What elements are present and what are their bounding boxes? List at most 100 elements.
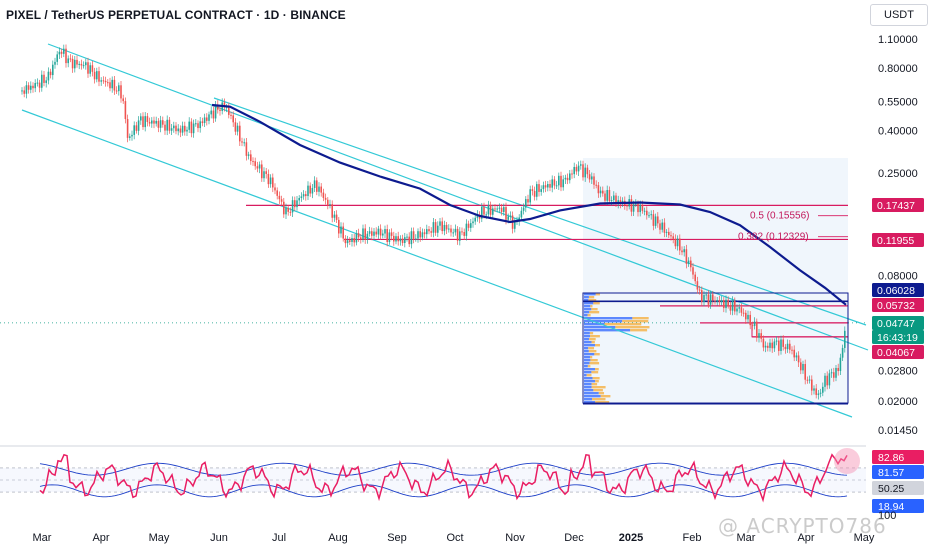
candle-body bbox=[595, 184, 597, 186]
candle-body bbox=[487, 205, 490, 215]
candle-body bbox=[481, 206, 483, 219]
candle-body bbox=[322, 192, 325, 198]
candle-body bbox=[188, 121, 190, 130]
candle-body bbox=[643, 210, 646, 212]
candle-body bbox=[698, 289, 701, 291]
candle-body bbox=[366, 233, 369, 240]
profile-bar-up bbox=[584, 308, 592, 311]
profile-bar-up bbox=[584, 392, 599, 395]
candle-body bbox=[806, 379, 809, 381]
candle-body bbox=[208, 114, 210, 121]
candle-body bbox=[184, 125, 186, 132]
price-tag-label: 16:43:19 bbox=[877, 332, 918, 344]
candle-body bbox=[329, 204, 331, 206]
time-tick-label: Mar bbox=[737, 532, 756, 544]
profile-bar-up bbox=[584, 338, 590, 341]
profile-bar-up bbox=[584, 368, 596, 371]
channel-line-2 bbox=[47, 43, 869, 351]
candle-body bbox=[553, 179, 556, 186]
candle-body bbox=[333, 214, 336, 218]
candle-body bbox=[423, 232, 426, 235]
candle-body bbox=[58, 51, 61, 55]
candle-body bbox=[395, 236, 397, 242]
profile-bar-up bbox=[584, 299, 589, 302]
candle-body bbox=[577, 165, 580, 172]
candle-body bbox=[397, 236, 399, 242]
candle-body bbox=[38, 82, 41, 88]
profile-bar-down bbox=[588, 350, 597, 353]
currency-selector[interactable]: USDT bbox=[870, 4, 928, 26]
price-tick-label: 0.08000 bbox=[878, 271, 918, 283]
candle-body bbox=[404, 237, 406, 244]
price-tag bbox=[872, 345, 924, 359]
candle-body bbox=[265, 171, 267, 174]
candle-body bbox=[408, 236, 410, 245]
candle-body bbox=[32, 85, 34, 89]
candle-body bbox=[608, 189, 611, 201]
candle-body bbox=[426, 229, 428, 235]
profile-bar-up bbox=[584, 344, 596, 347]
candle-body bbox=[63, 48, 65, 54]
candle-body bbox=[342, 226, 344, 239]
candle-body bbox=[289, 211, 292, 213]
candle-body bbox=[65, 48, 67, 64]
candle-body bbox=[269, 177, 272, 185]
candle-body bbox=[104, 80, 107, 83]
candle-body bbox=[164, 124, 166, 131]
candle-body bbox=[668, 231, 670, 236]
candle-body bbox=[155, 120, 157, 124]
candle-body bbox=[692, 267, 694, 275]
candle-body bbox=[300, 196, 303, 199]
candle-body bbox=[25, 85, 28, 94]
candle-body bbox=[822, 386, 824, 393]
time-tick-label: Nov bbox=[505, 532, 525, 544]
candle-body bbox=[230, 114, 232, 116]
candle-body bbox=[683, 249, 685, 253]
time-axis[interactable]: Mar Apr May Jun Jul Aug Sep Oct Nov Dec 2025 Feb Mar… bbox=[33, 532, 875, 544]
profile-bar-up bbox=[584, 389, 594, 392]
candle-body bbox=[225, 107, 228, 109]
profile-bar-down bbox=[588, 299, 597, 302]
candle-body bbox=[159, 120, 162, 128]
candle-body bbox=[632, 204, 635, 212]
profile-bar-up bbox=[584, 329, 631, 332]
candle-body bbox=[509, 215, 512, 217]
profile-bar-down bbox=[595, 368, 599, 371]
candle-body bbox=[122, 98, 124, 102]
profile-bar-down bbox=[592, 377, 600, 380]
candle-body bbox=[496, 208, 498, 210]
candle-body bbox=[124, 101, 127, 120]
candle-body bbox=[67, 58, 69, 64]
chart-title: PIXEL / TetherUS PERPETUAL CONTRACT · 1D… bbox=[6, 8, 346, 22]
candle-body bbox=[734, 300, 736, 312]
candle-body bbox=[582, 164, 584, 178]
price-tick-label: 0.01450 bbox=[878, 425, 918, 437]
candle-body bbox=[199, 121, 201, 129]
candle-body bbox=[571, 173, 573, 175]
candle-body bbox=[153, 120, 155, 124]
candle-body bbox=[635, 203, 637, 205]
profile-bar-up bbox=[584, 311, 590, 314]
candle-body bbox=[564, 177, 567, 180]
candle-body bbox=[340, 226, 342, 234]
profile-bar-down bbox=[591, 383, 598, 386]
candle-body bbox=[377, 228, 380, 235]
volume-profile bbox=[584, 293, 650, 404]
candle-body bbox=[375, 231, 377, 235]
profile-bar-down bbox=[588, 347, 595, 350]
candle-body bbox=[558, 175, 560, 186]
candle-body bbox=[709, 294, 712, 305]
fib-label: 0.5 (0.15556) bbox=[750, 211, 810, 222]
candle-body bbox=[610, 200, 613, 202]
candle-body bbox=[307, 185, 309, 197]
price-axis[interactable]: 1.10000 0.80000 0.55000 0.40000 0.25000 0.080… bbox=[872, 34, 924, 437]
profile-bar-up bbox=[584, 302, 594, 305]
profile-bar-down bbox=[590, 359, 598, 362]
candle-body bbox=[679, 238, 681, 251]
candle-body bbox=[419, 231, 421, 238]
candle-body bbox=[472, 221, 474, 224]
candle-body bbox=[151, 120, 153, 124]
price-tick-label: 0.02000 bbox=[878, 396, 918, 408]
candle-body bbox=[120, 85, 122, 99]
